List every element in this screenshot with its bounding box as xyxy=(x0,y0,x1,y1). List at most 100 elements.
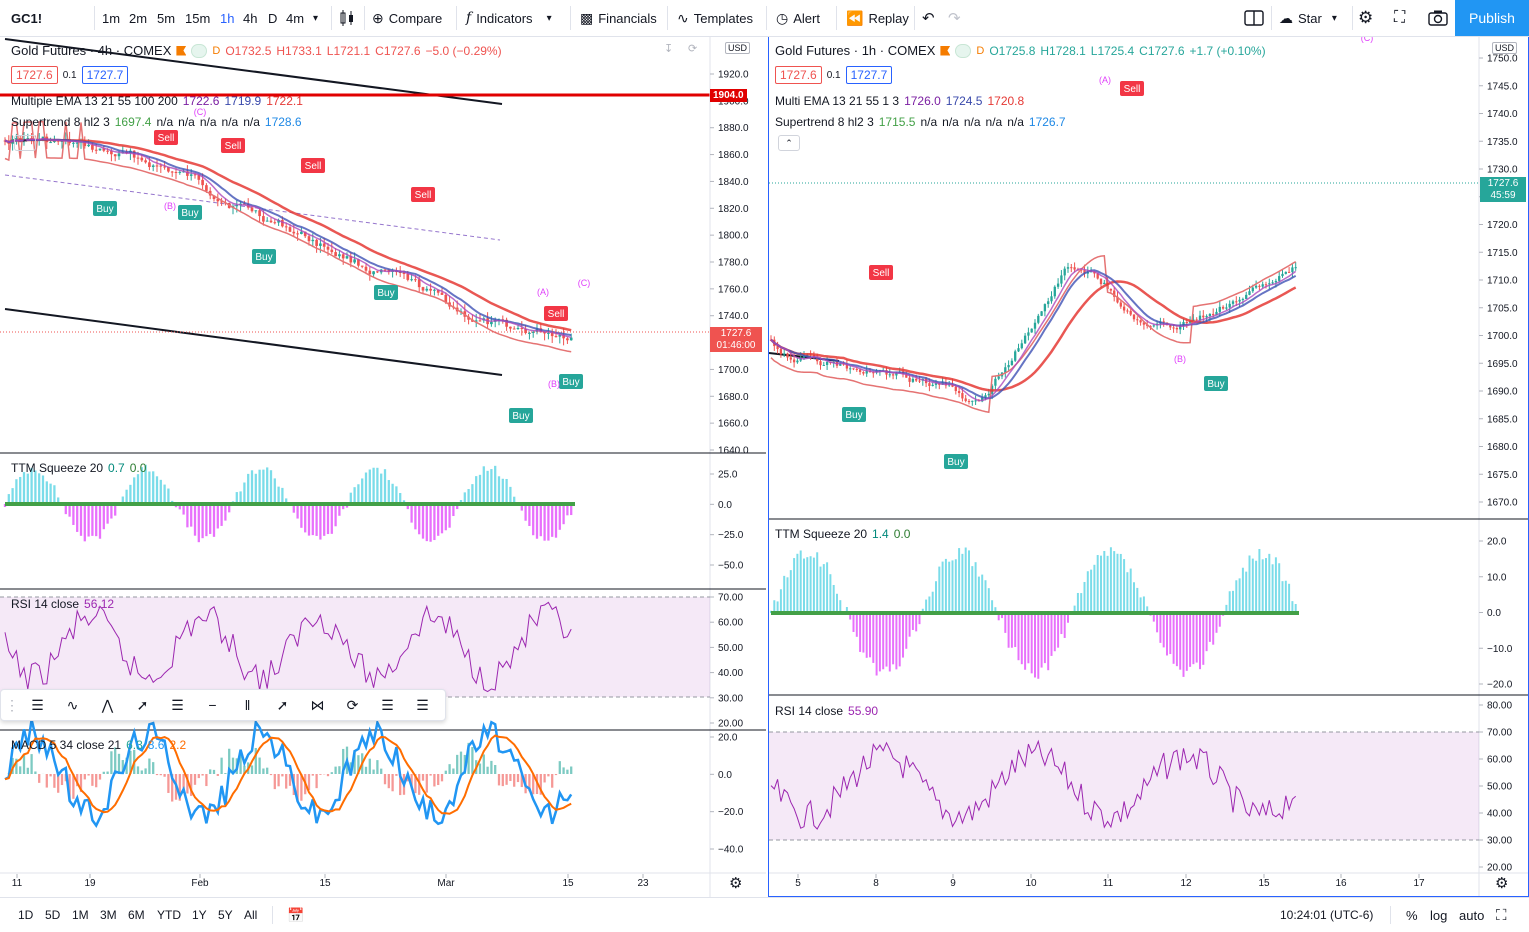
publish-button[interactable]: Publish xyxy=(1455,0,1529,36)
settings-gear-icon[interactable]: ⚙ xyxy=(1358,0,1373,36)
scroll-down-icon[interactable]: ↧ xyxy=(664,39,673,57)
auto-toggle[interactable]: auto xyxy=(1459,898,1484,932)
range-1y[interactable]: 1Y xyxy=(192,898,207,932)
interval-1h[interactable]: 1h xyxy=(220,0,234,36)
macd-hist-bar xyxy=(152,762,154,774)
macd-hist-bar xyxy=(160,774,162,775)
ttm-bar xyxy=(1242,568,1244,613)
interval-5m[interactable]: 5m xyxy=(157,0,175,36)
flag-icon[interactable] xyxy=(940,46,950,56)
percent-toggle[interactable]: % xyxy=(1406,898,1418,932)
fib-retracement-icon[interactable]: ☰ xyxy=(373,693,402,717)
layout-icon[interactable] xyxy=(1244,0,1264,36)
undo-icon[interactable]: ↶ xyxy=(922,0,935,36)
right-chart-canvas[interactable]: 1750.01745.01740.01735.01730.01725.01720… xyxy=(769,37,1528,896)
candle-body xyxy=(961,393,963,398)
candle-body xyxy=(856,369,858,370)
right-ema-legend[interactable]: Multi EMA 13 21 55 1 3 1726.0 1724.5 172… xyxy=(775,94,1024,108)
left-supertrend-legend[interactable]: Supertrend 8 hl2 3 1697.4 n/a n/a n/a n/… xyxy=(11,115,302,129)
reset-chart-icon[interactable]: ⟳ xyxy=(688,39,697,57)
xabcd-pattern-icon[interactable]: ⋈ xyxy=(303,693,332,717)
flag-icon[interactable] xyxy=(176,46,186,56)
signal-label: Buy xyxy=(947,457,964,468)
vertical-lines-icon[interactable]: ‖ xyxy=(233,693,262,717)
right-ttm-legend[interactable]: TTM Squeeze 20 1.4 0.0 xyxy=(775,527,910,541)
right-bid[interactable]: 1727.6 xyxy=(775,66,822,84)
time-axis-label: 15 xyxy=(1258,878,1270,889)
candle-body xyxy=(1007,365,1009,367)
interval-1m[interactable]: 1m xyxy=(102,0,120,36)
right-rsi-legend[interactable]: RSI 14 close 55.90 xyxy=(775,704,878,718)
left-ema-legend[interactable]: Multiple EMA 13 21 55 100 200 1722.6 171… xyxy=(11,94,303,108)
templates-button[interactable]: ∿Templates xyxy=(677,0,753,36)
right-chart-pane[interactable]: 1750.01745.01740.01735.01730.01725.01720… xyxy=(768,37,1529,897)
chart-type-icon[interactable] xyxy=(339,0,355,36)
macd-hist-bar xyxy=(331,772,333,774)
fib-spiral-icon[interactable]: ⟳ xyxy=(338,693,367,717)
trend-line-icon[interactable]: ➚ xyxy=(268,693,297,717)
ttm-bar xyxy=(945,559,947,613)
wave-pattern-icon[interactable]: ∿ xyxy=(58,693,87,717)
left-ttm-legend[interactable]: TTM Squeeze 20 0.7 0.0 xyxy=(11,461,146,475)
candle-body xyxy=(1271,282,1273,283)
financials-button[interactable]: ▩Financials xyxy=(580,0,657,36)
left-chart-pane[interactable]: 1920.01900.01880.01860.01840.01820.01800… xyxy=(0,37,766,897)
left-bid[interactable]: 1727.6 xyxy=(11,66,58,84)
parallel-channel-icon[interactable]: ☰ xyxy=(163,693,192,717)
candle-body xyxy=(171,172,174,173)
left-currency-label[interactable]: USD xyxy=(725,42,750,54)
symbol-search[interactable]: GC1! xyxy=(11,0,42,36)
star-button[interactable]: ☁Star▾ xyxy=(1279,0,1337,36)
collapse-legend-icon[interactable]: ⌃ xyxy=(14,135,36,151)
candle-body xyxy=(1172,327,1174,328)
range-5y[interactable]: 5Y xyxy=(218,898,233,932)
range-3m[interactable]: 3M xyxy=(100,898,117,932)
replay-button[interactable]: ⏪Replay xyxy=(846,0,909,36)
ttm-bar xyxy=(1216,613,1218,633)
interval-4h[interactable]: 4h xyxy=(243,0,257,36)
interval-d[interactable]: D xyxy=(268,0,277,36)
menu-lines-icon[interactable]: ☰ xyxy=(23,693,52,717)
right-currency-label[interactable]: USD xyxy=(1492,42,1517,54)
left-ask[interactable]: 1727.7 xyxy=(82,66,129,84)
drawing-toolbar: ⋮ ☰ ∿ ⋀ ➚ ☰ − ‖ ➚ ⋈ ⟳ ☰ ☰ xyxy=(0,689,446,721)
maximize-icon[interactable]: ⛶ xyxy=(1496,898,1507,932)
candle-body xyxy=(178,172,181,173)
candle-body xyxy=(908,378,910,382)
price-axis-tick-label: 1695.0 xyxy=(1487,359,1518,370)
goto-date-icon[interactable]: 📅 xyxy=(287,898,304,932)
abc-pattern-icon[interactable]: ⋀ xyxy=(93,693,122,717)
range-6m[interactable]: 6M xyxy=(128,898,145,932)
interval-dropdown-icon[interactable]: ▾ xyxy=(313,0,318,36)
interval-4m[interactable]: 4m xyxy=(286,0,304,36)
ttm-bar xyxy=(1064,613,1066,638)
left-settings-gear-icon[interactable]: ⚙ xyxy=(729,870,742,896)
collapse-legend-icon[interactable]: ⌃ xyxy=(778,135,800,151)
snapshot-camera-icon[interactable] xyxy=(1428,0,1448,36)
compare-button[interactable]: ⊕Compare xyxy=(372,0,442,36)
range-ytd[interactable]: YTD xyxy=(157,898,181,932)
horizontal-line-icon[interactable]: − xyxy=(198,693,227,717)
range-1m[interactable]: 1M xyxy=(72,898,89,932)
range-5d[interactable]: 5D xyxy=(45,898,60,932)
fullscreen-icon[interactable]: ⛶ xyxy=(1394,0,1405,36)
left-rsi-legend[interactable]: RSI 14 close 56.12 xyxy=(11,597,114,611)
interval-2m[interactable]: 2m xyxy=(129,0,147,36)
right-supertrend-legend[interactable]: Supertrend 8 hl2 3 1715.5 n/a n/a n/a n/… xyxy=(775,115,1066,129)
redo-icon[interactable]: ↷ xyxy=(948,0,961,36)
right-settings-gear-icon[interactable]: ⚙ xyxy=(1495,870,1508,896)
alert-button[interactable]: ◷Alert xyxy=(776,0,820,36)
range-all[interactable]: All xyxy=(244,898,257,932)
interval-15m[interactable]: 15m xyxy=(185,0,210,36)
fib-extension-icon[interactable]: ☰ xyxy=(408,693,437,717)
drag-handle-icon[interactable]: ⋮ xyxy=(7,693,17,717)
ttm-bar xyxy=(1262,559,1264,613)
right-ask[interactable]: 1727.7 xyxy=(846,66,893,84)
log-toggle[interactable]: log xyxy=(1430,898,1447,932)
ray-tool-icon[interactable]: ➚ xyxy=(128,693,157,717)
candle-body xyxy=(1229,304,1231,308)
clock-time[interactable]: 10:24:01 (UTC-6) xyxy=(1280,898,1373,932)
left-macd-legend[interactable]: MACD 5 34 close 21 6.3 8.6 2.2 xyxy=(11,738,186,752)
range-1d[interactable]: 1D xyxy=(18,898,33,932)
